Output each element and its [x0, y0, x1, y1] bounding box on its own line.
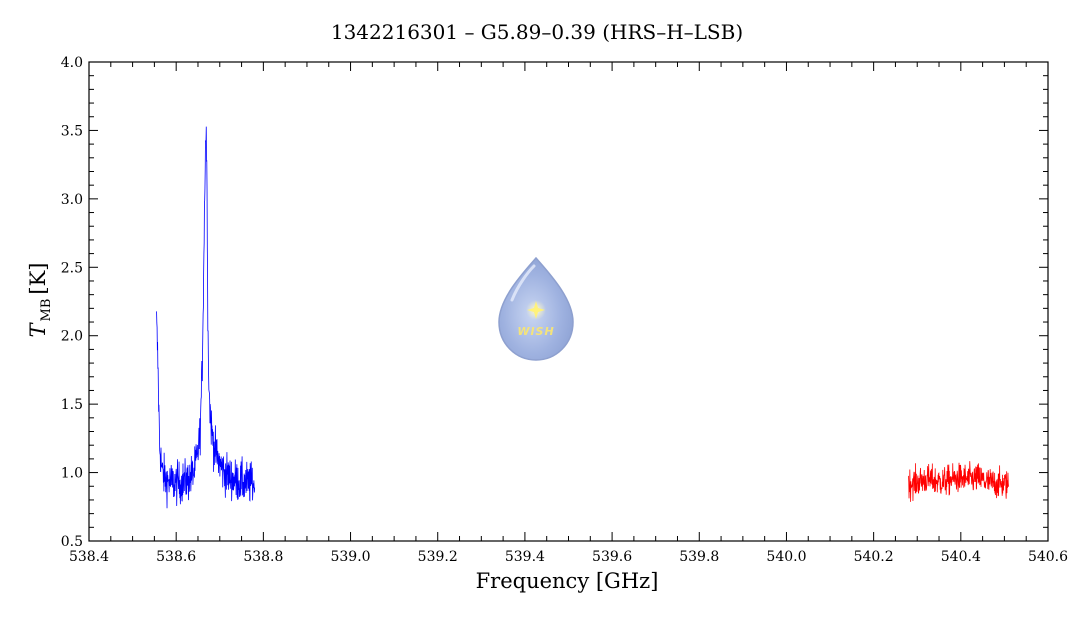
y-tick-label: 1.5 [61, 397, 83, 413]
x-tick-label: 538.4 [69, 549, 109, 565]
y-tick-label: 1.0 [61, 466, 83, 482]
y-tick-label: 3.5 [61, 123, 83, 139]
logo-text: WISH [517, 325, 554, 338]
x-tick-label: 539.8 [679, 549, 719, 565]
x-tick-label: 538.6 [156, 549, 196, 565]
y-axis-title-sub: MB [39, 299, 54, 322]
x-tick-label: 538.8 [243, 549, 283, 565]
series-line-1 [908, 461, 1010, 502]
y-tick-label: 2.5 [61, 260, 83, 276]
star-icon [527, 301, 545, 319]
svg-text:TMB[K]: TMB [K] [26, 263, 54, 338]
x-axis-title: Frequency [GHz] [476, 569, 659, 593]
x-tick-label: 540.2 [854, 549, 894, 565]
x-tick-label: 539.0 [330, 549, 370, 565]
series-line-0 [156, 126, 256, 509]
chart-title: 1342216301 – G5.89–0.39 (HRS–H–LSB) [331, 20, 743, 44]
x-tick-label: 540.4 [941, 549, 981, 565]
y-axis-title: TMB [K] [26, 263, 54, 338]
x-tick-label: 539.4 [505, 549, 545, 565]
y-tick-label: 2.0 [61, 329, 83, 345]
ticks-layer: 538.4 538.6 538.8 539.0 539.2 539.4 539.6 539.8… [61, 55, 1068, 565]
y-tick-label: 4.0 [61, 55, 83, 71]
x-tick-label: 539.2 [418, 549, 458, 565]
x-tick-label: 540.0 [766, 549, 806, 565]
wish-logo: WISH [498, 256, 574, 361]
y-tick-label: 0.5 [61, 534, 83, 550]
x-tick-label: 539.6 [592, 549, 632, 565]
series-layer [156, 126, 1010, 509]
y-tick-label: 3.0 [61, 192, 83, 208]
x-tick-label: 540.6 [1028, 549, 1068, 565]
y-axis-title-main: T [26, 321, 50, 337]
y-axis-title-unit: [K] [26, 263, 50, 295]
